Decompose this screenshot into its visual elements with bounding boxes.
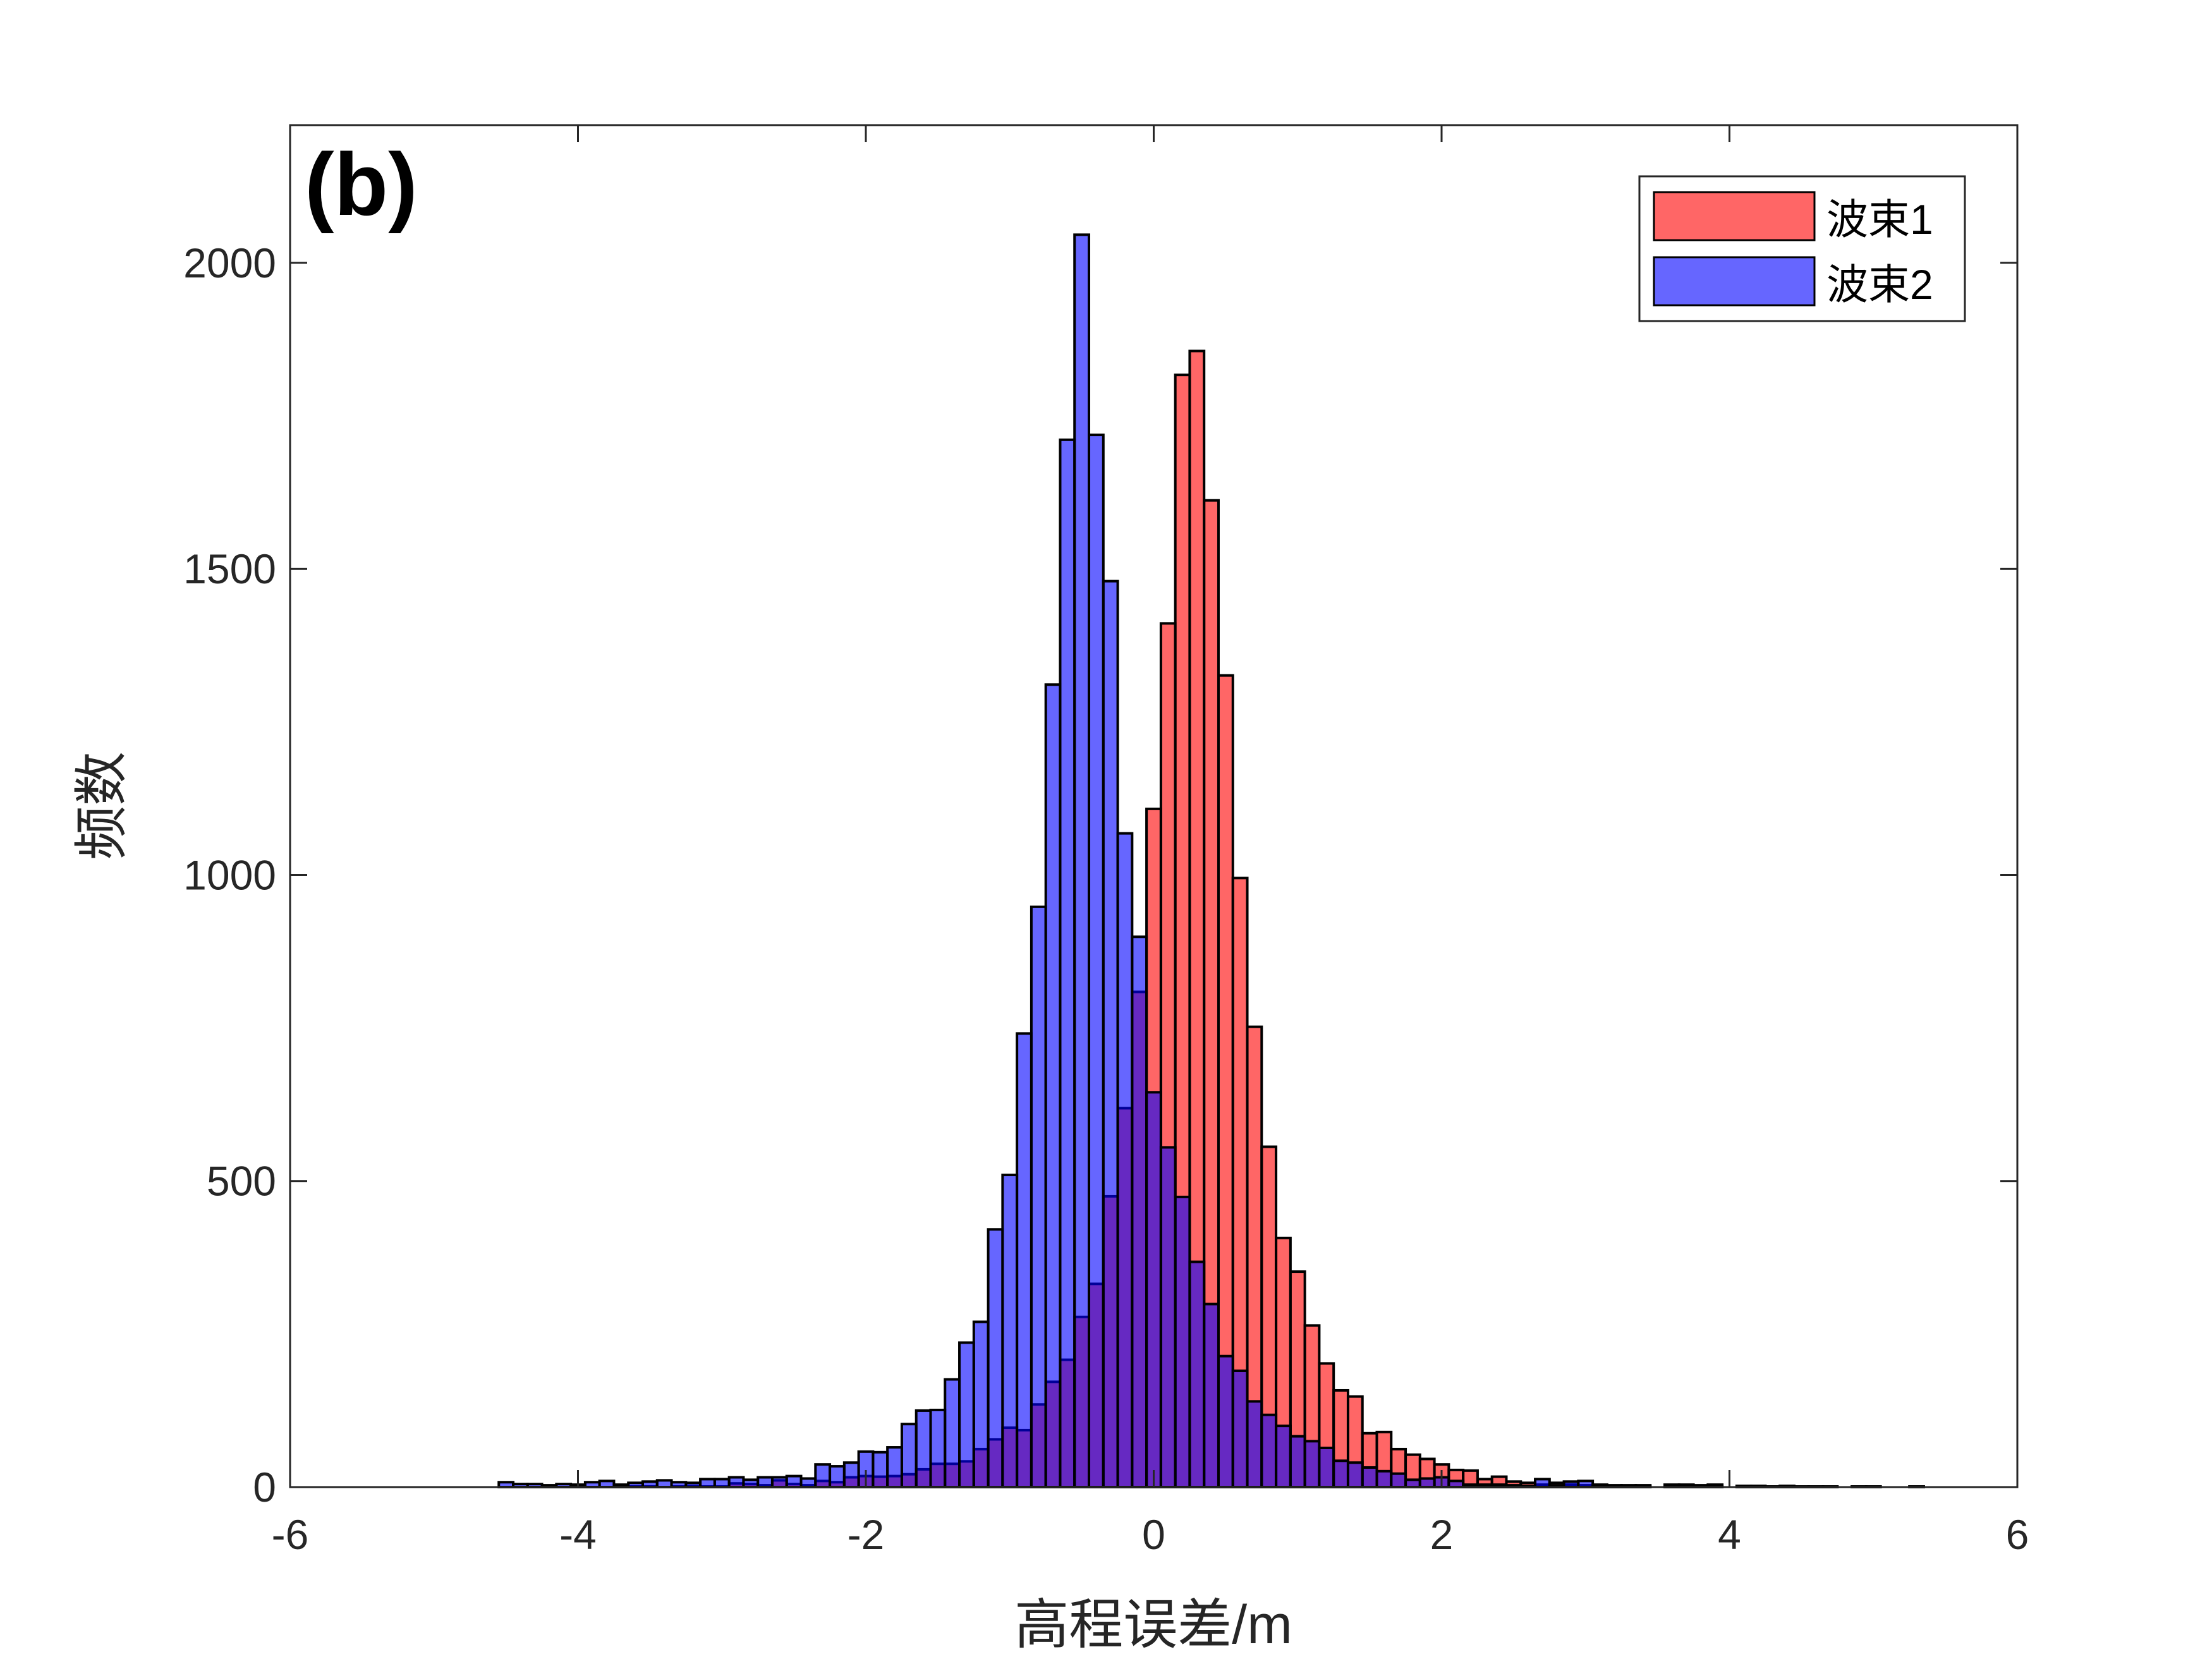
bar-series-2	[1275, 1425, 1292, 1488]
bar-series-2	[1116, 832, 1134, 1488]
bar-series-2	[1059, 438, 1076, 1488]
bar-series-2	[1159, 1146, 1177, 1488]
bar-series-2	[1073, 233, 1091, 1488]
bar-series-2	[1361, 1466, 1378, 1489]
bar-series-2	[1534, 1478, 1551, 1488]
bar-series-2	[1030, 905, 1047, 1488]
x-axis-label: 高程误差/m	[1014, 1595, 1292, 1655]
bar-series-2	[929, 1408, 947, 1489]
bar-series-2	[1332, 1459, 1349, 1488]
bar-series-2	[872, 1450, 889, 1488]
bar-series-2	[1088, 434, 1105, 1488]
bar-series-2	[770, 1476, 788, 1489]
bar-series-2	[1131, 935, 1148, 1489]
y-tick-label: 500	[207, 1158, 276, 1205]
bar-series-2	[900, 1423, 918, 1489]
x-tick-label: -4	[559, 1511, 597, 1558]
bar-series-2	[1246, 1400, 1263, 1489]
bar-series-2	[785, 1474, 803, 1489]
x-tick-label: 2	[1430, 1511, 1454, 1558]
bar-series-2	[1375, 1469, 1393, 1488]
bar-series-2	[1001, 1174, 1019, 1488]
bar-series-2	[829, 1465, 846, 1488]
bar-series-2	[814, 1463, 832, 1489]
bar-series-2	[1203, 1303, 1220, 1488]
bar-series-2	[1044, 683, 1062, 1488]
bar-series-2	[1217, 1354, 1234, 1489]
y-axis: 0 500 1000 1500 2000	[183, 240, 2017, 1510]
bar-series-2	[1145, 1091, 1162, 1488]
legend-label-beam1: 波束1	[1826, 196, 1933, 243]
bar-series-2	[1260, 1413, 1278, 1489]
bar-series-2	[1102, 580, 1119, 1488]
bar-series-2	[1318, 1447, 1335, 1488]
bar-series-2	[1231, 1369, 1249, 1489]
bar-series-2	[799, 1477, 817, 1488]
bar-series-2	[944, 1378, 961, 1489]
bar-series-2	[1188, 1260, 1206, 1488]
bar-series-2	[886, 1446, 903, 1488]
x-tick-label: 4	[1718, 1511, 1741, 1558]
bar-series-2	[1174, 1195, 1191, 1488]
bar-series-2	[713, 1478, 731, 1488]
panel-label: (b)	[305, 135, 418, 234]
x-tick-label: -6	[272, 1511, 309, 1558]
bar-series-2	[1303, 1440, 1321, 1489]
bar-series-2	[1289, 1435, 1306, 1489]
y-tick-label: 2000	[183, 240, 276, 286]
y-axis-label: 频数	[71, 751, 132, 860]
bar-series-2	[915, 1409, 932, 1489]
bar-series-2	[757, 1476, 774, 1489]
x-tick-label: 6	[2006, 1511, 2029, 1558]
bar-series-2	[699, 1478, 716, 1488]
bar-series-2	[742, 1478, 760, 1488]
legend-swatch-beam2	[1653, 256, 1816, 307]
bar-series-2	[987, 1228, 1004, 1489]
x-tick-label: 0	[1142, 1511, 1165, 1558]
bars-group	[497, 233, 1925, 1489]
bar-series-2	[1346, 1461, 1364, 1489]
bar-series-2	[1390, 1472, 1407, 1489]
bar-series-2	[1016, 1032, 1033, 1488]
bar-series-2	[842, 1461, 860, 1489]
y-tick-label: 0	[253, 1464, 276, 1510]
x-tick-label: -2	[848, 1511, 885, 1558]
legend: 波束1 波束2	[1638, 175, 1966, 322]
bar-series-2	[972, 1320, 990, 1488]
bar-series-2	[727, 1476, 745, 1489]
y-tick-label: 1000	[183, 851, 276, 898]
x-axis: -6 -4 -2 0 2 4 6	[272, 125, 2029, 1558]
bar-series-2	[655, 1479, 673, 1488]
legend-swatch-beam1	[1653, 191, 1816, 241]
bar-series-2	[958, 1341, 975, 1489]
bar-series-2	[1418, 1477, 1436, 1488]
bar-series-2	[1404, 1478, 1421, 1488]
legend-label-beam2: 波束2	[1826, 261, 1933, 308]
y-tick-label: 1500	[183, 545, 276, 592]
